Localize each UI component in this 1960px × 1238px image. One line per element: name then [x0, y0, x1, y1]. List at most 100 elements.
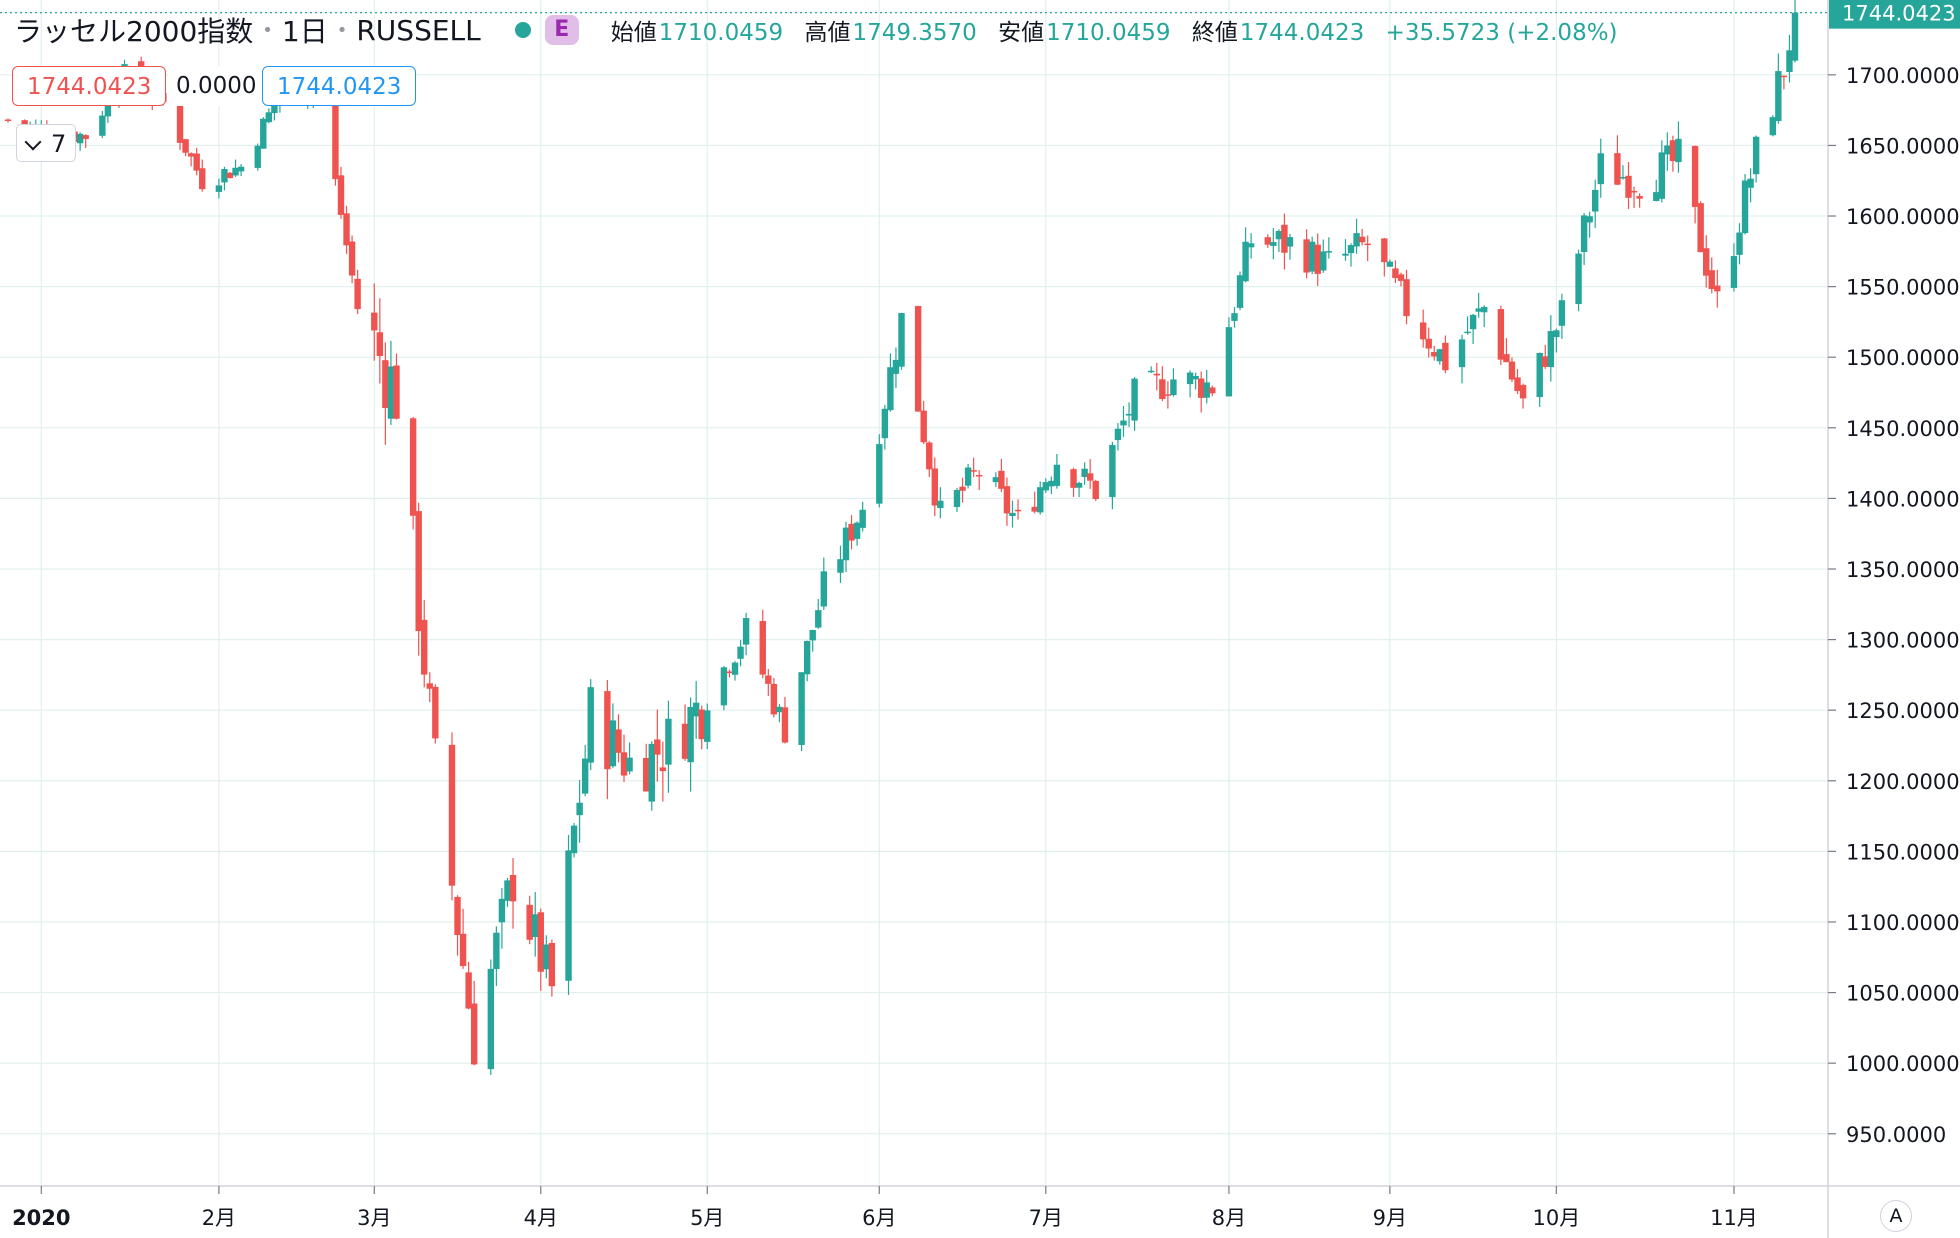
candle-body	[1703, 248, 1710, 276]
candle-body	[1708, 270, 1715, 289]
symbol-title[interactable]: ラッセル2000指数	[14, 15, 254, 48]
indicator-count: 7	[51, 130, 67, 158]
candle-body	[1553, 330, 1560, 338]
candle-body	[1231, 313, 1238, 321]
candle-body	[271, 105, 278, 114]
candle-body	[859, 509, 866, 528]
candle-body	[654, 739, 661, 755]
candle-body	[1547, 331, 1555, 368]
candle-body	[1542, 356, 1549, 367]
legend-value-plain: 0.0000	[168, 66, 265, 106]
candle-body	[770, 683, 778, 715]
candle-body	[1497, 309, 1505, 360]
candle-body	[1186, 372, 1194, 385]
candle-body	[975, 474, 983, 477]
interval-label[interactable]: 1日	[281, 15, 328, 48]
candle-body	[393, 365, 400, 419]
candle-body	[803, 640, 811, 675]
candle-body	[1419, 322, 1427, 340]
candle-body	[409, 418, 417, 516]
candle-body	[1625, 175, 1632, 198]
candle-body	[1675, 138, 1682, 163]
candle-body	[1431, 352, 1438, 357]
candle-body	[104, 98, 112, 117]
candle-body	[1786, 50, 1793, 72]
candle-body	[1342, 253, 1349, 256]
candle-body	[254, 145, 261, 168]
candle-body	[687, 707, 694, 763]
candle-body	[1347, 245, 1355, 254]
candle-body	[1203, 382, 1210, 398]
candle-body	[215, 185, 223, 192]
candle-body	[953, 490, 961, 507]
low-label: 安値	[998, 20, 1045, 46]
x-tick-label: 5月	[690, 1206, 724, 1230]
candle-body	[898, 313, 905, 367]
candle-body	[1131, 378, 1138, 421]
candle-body	[1114, 428, 1122, 441]
candle-body	[487, 968, 495, 1070]
candle-body	[348, 241, 356, 276]
candle-body	[964, 467, 972, 486]
candle-body	[1281, 224, 1288, 253]
auto-scale-button[interactable]: A	[1880, 1200, 1912, 1232]
candle-body	[887, 367, 894, 411]
x-tick-label: 6月	[862, 1206, 896, 1230]
candle-body	[570, 825, 578, 854]
candle-body	[737, 646, 744, 659]
candle-body	[731, 662, 739, 675]
candle-body	[1225, 327, 1233, 397]
candle-body	[815, 610, 822, 628]
candle-body	[720, 667, 728, 706]
candle-body	[643, 757, 650, 792]
market-status-icon[interactable]	[514, 22, 531, 38]
y-tick-label: 1700.0000	[1846, 64, 1960, 88]
candle-body	[698, 709, 705, 740]
candle-body	[726, 671, 733, 673]
candle-body	[1164, 394, 1172, 396]
chevron-down-icon	[24, 133, 42, 151]
exchange-label[interactable]: RUSSELL	[356, 13, 481, 47]
earnings-badge[interactable]: E	[544, 15, 579, 45]
y-tick-label: 1150.0000	[1846, 840, 1960, 864]
open-label: 始値	[610, 20, 657, 46]
candle-body	[926, 442, 933, 470]
candle-body	[1303, 239, 1310, 273]
candle-body	[692, 702, 700, 717]
candle-body	[1070, 469, 1077, 488]
candle-body	[1741, 180, 1749, 234]
y-tick-label: 1550.0000	[1846, 276, 1960, 300]
candle-body	[1714, 285, 1721, 292]
candle-body	[1475, 308, 1482, 312]
candle-body	[226, 172, 234, 179]
candle-body	[1003, 486, 1011, 514]
candle-body	[1514, 377, 1521, 391]
candle-body	[1747, 178, 1754, 188]
candle-body	[1197, 378, 1205, 398]
candle-body	[532, 914, 539, 938]
candle-body	[232, 167, 239, 176]
candle-body	[1392, 268, 1399, 279]
candle-body	[1580, 215, 1588, 253]
y-tick-label: 1200.0000	[1846, 770, 1960, 794]
x-tick-label: 8月	[1212, 1206, 1246, 1230]
candle-body	[265, 112, 273, 123]
candle-body	[509, 875, 517, 902]
candle-body	[371, 312, 378, 331]
candle-body	[1364, 243, 1371, 246]
candle-body	[1236, 275, 1244, 308]
candle-body	[1669, 140, 1677, 162]
candle-body	[1159, 379, 1166, 399]
x-tick-label: 4月	[524, 1206, 558, 1230]
candle-body	[1014, 509, 1022, 512]
indicator-collapse-button[interactable]: 7	[16, 124, 76, 162]
candle-body	[1586, 216, 1593, 223]
candle-body	[76, 133, 84, 144]
candle-body	[1081, 468, 1088, 478]
candle-body	[260, 118, 267, 149]
candle-body	[998, 470, 1005, 489]
candle-body	[848, 523, 855, 541]
candle-body	[1264, 237, 1271, 245]
candle-body	[1192, 375, 1199, 380]
